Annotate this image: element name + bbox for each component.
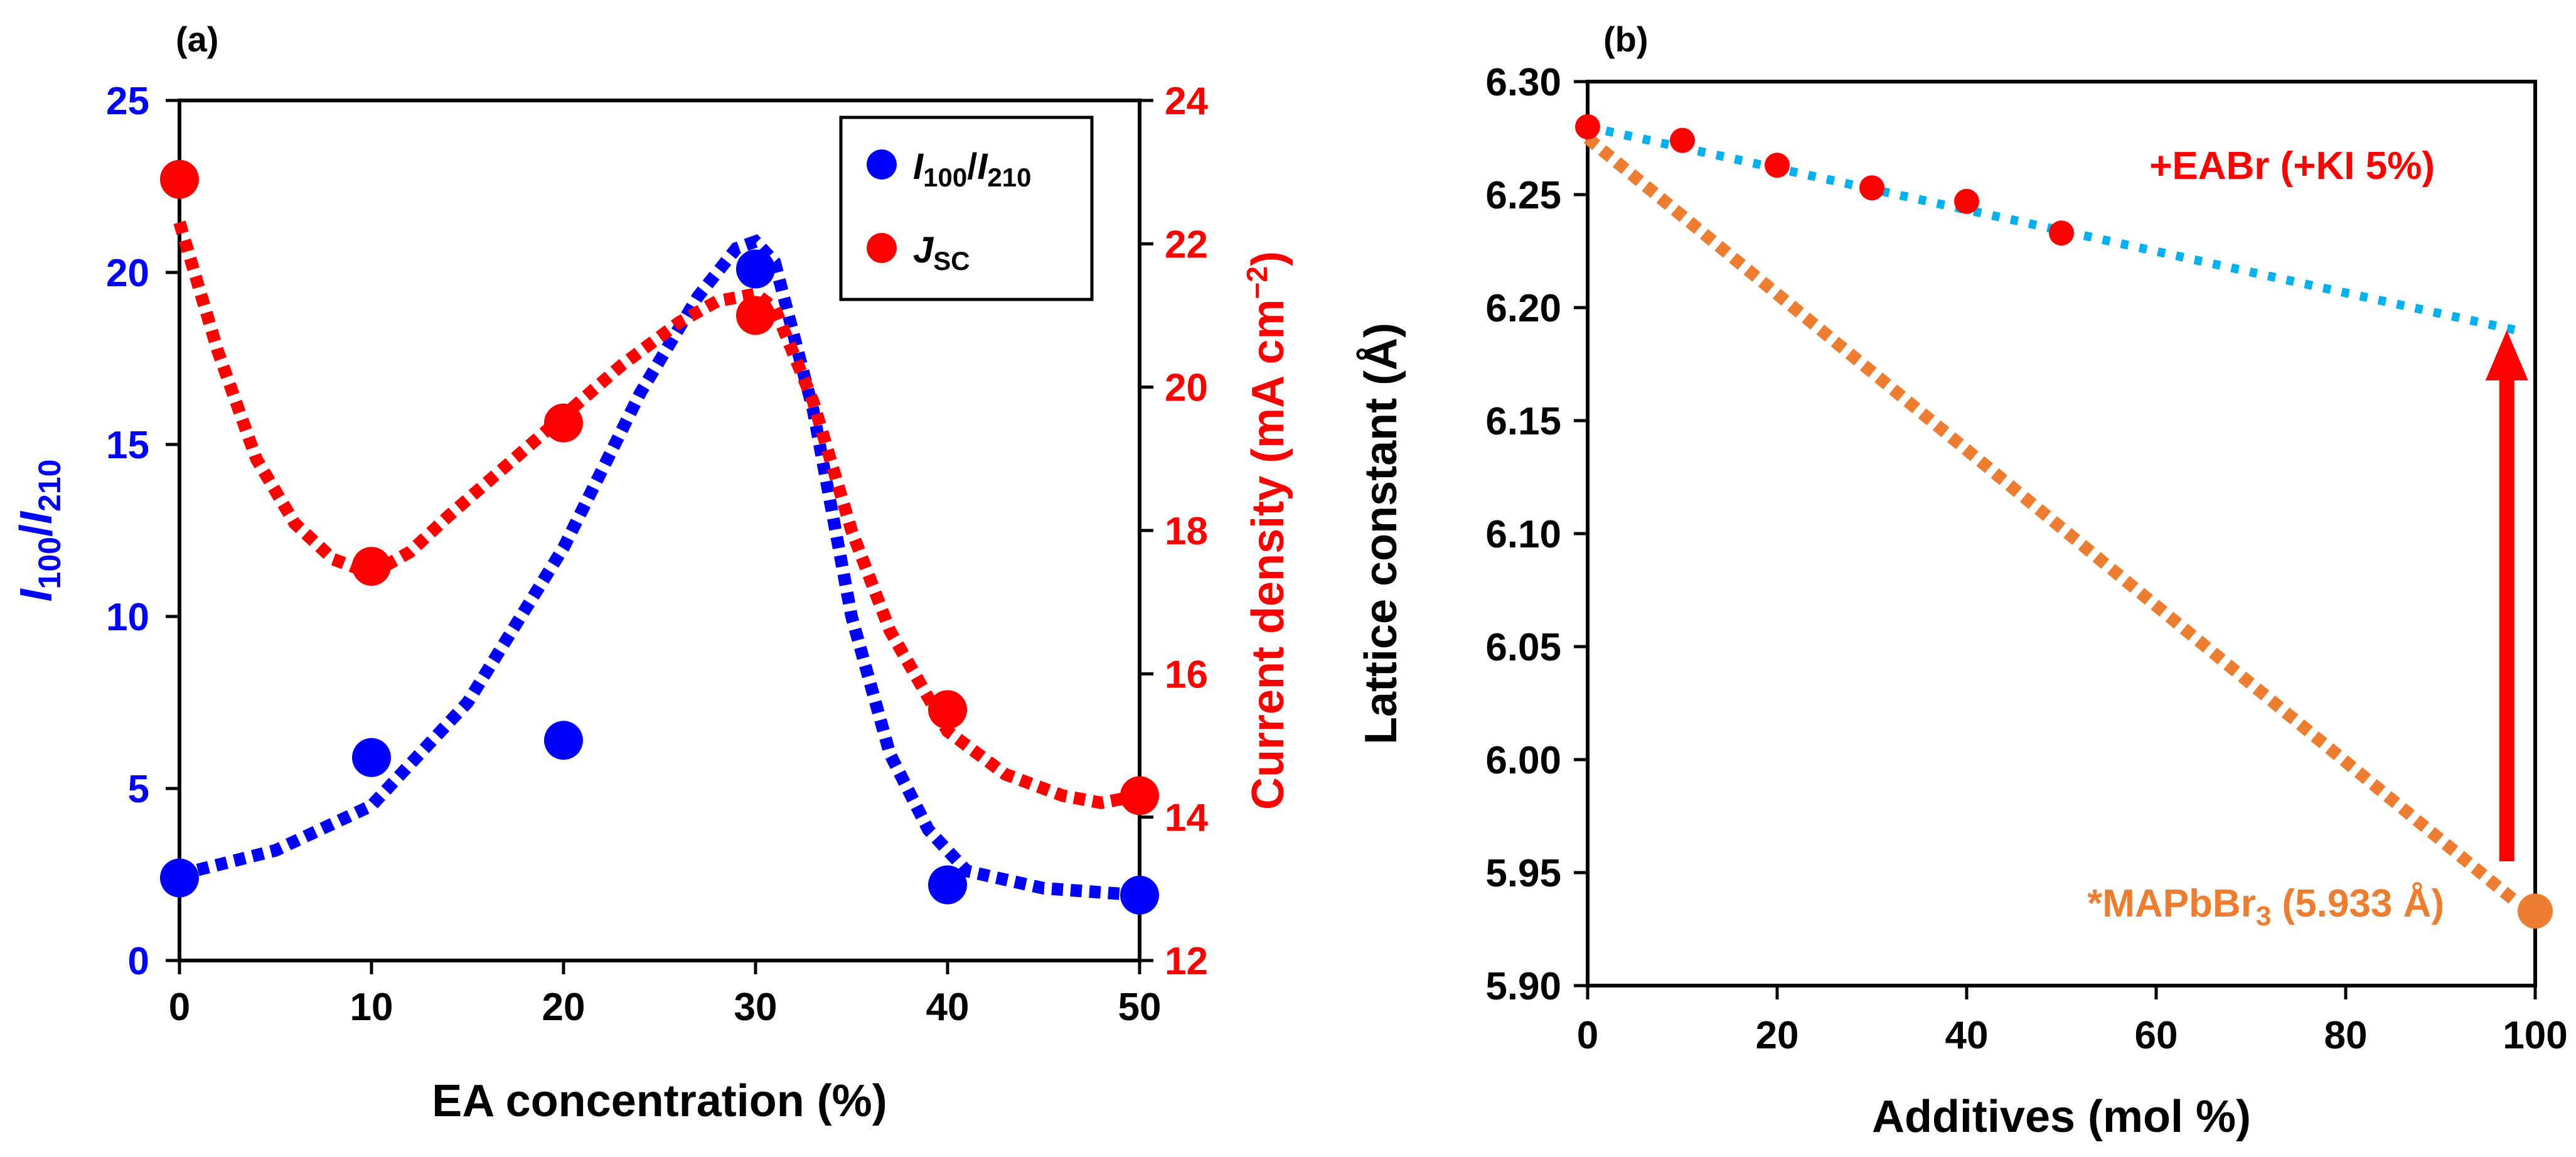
data-point-ratio [544, 721, 583, 760]
x-tick-label: 100 [2503, 1014, 2567, 1057]
data-point-jsc [928, 690, 967, 729]
right-y-tick-label: 22 [1165, 223, 1208, 266]
data-point-ratio [352, 738, 391, 777]
panel-a-data-points [160, 159, 1159, 915]
left-y-tick-label: 25 [106, 80, 149, 123]
x-tick-label: 20 [1756, 1014, 1799, 1057]
panel-b-y-axis-title: Lattice constant (Å) [1356, 323, 1406, 745]
data-point-ratio [928, 865, 967, 905]
y-tick-label: 6.00 [1485, 739, 1561, 782]
x-tick-label: 0 [1577, 1014, 1598, 1057]
y-tick-label: 5.95 [1485, 852, 1561, 895]
trend-line-mapbbr3 [1583, 133, 2521, 907]
legend-marker-ratio [867, 149, 897, 180]
data-point-ratio [160, 858, 199, 898]
legend-label-jsc: JSC [913, 230, 970, 276]
data-point-jsc [160, 159, 199, 199]
panel-b-label: (b) [1603, 19, 1649, 59]
left-y-tick-label: 0 [128, 940, 149, 983]
x-tick-label: 60 [2135, 1014, 2178, 1057]
data-point-eabr [1859, 175, 1884, 201]
data-point-eabr [2049, 220, 2074, 246]
panel-b-y-ticks: 5.90 5.95 6.00 6.05 6.10 6.15 6.20 6.25 6.30 [1485, 61, 1588, 1008]
y-tick-label: 6.15 [1485, 400, 1561, 443]
y-tick-label: 6.10 [1485, 513, 1561, 556]
data-point-ratio [1120, 875, 1159, 915]
panel-a-trend-lines [173, 220, 1141, 901]
x-tick-label: 40 [1945, 1014, 1989, 1057]
right-y-tick-label: 18 [1165, 510, 1208, 553]
right-y-tick-label: 12 [1165, 940, 1208, 983]
data-point-jsc [544, 403, 583, 443]
x-tick-label: 10 [350, 986, 393, 1029]
y-tick-label: 6.05 [1485, 626, 1561, 669]
data-point-ratio [736, 249, 775, 289]
y-tick-label: 6.25 [1485, 174, 1561, 217]
right-y-tick-label: 16 [1165, 653, 1208, 696]
x-tick-label: 20 [542, 986, 585, 1029]
panel-b: (b) 0 20 40 60 80 100 5.90 5.95 6.00 6.05 6.10 6.1… [1356, 19, 2568, 1142]
panel-a-left-y-ticks: 0 5 10 15 20 25 [106, 80, 179, 983]
left-y-tick-label: 20 [106, 252, 149, 295]
legend-marker-jsc [867, 233, 897, 263]
data-point-eabr [1670, 127, 1695, 153]
x-tick-label: 30 [734, 986, 778, 1029]
x-tick-label: 40 [926, 986, 970, 1029]
left-y-tick-label: 5 [128, 768, 149, 811]
arrow-head [2485, 330, 2528, 380]
panel-a-legend: I100/I210 JSC [839, 116, 1094, 301]
right-y-tick-label: 20 [1165, 367, 1208, 410]
legend-label-ratio: I100/I210 [913, 146, 1032, 192]
data-point-mapbbr3 [2518, 893, 2553, 929]
right-y-tick-label: 24 [1165, 80, 1208, 123]
x-tick-label: 80 [2324, 1014, 2368, 1057]
y-tick-label: 6.20 [1485, 287, 1561, 330]
panel-a: (a) 0 10 20 30 40 50 0 5 10 15 20 25 12 14 16 18 20 22 2… [11, 19, 1293, 1126]
data-point-eabr [1954, 188, 1979, 214]
panel-a-x-axis-title: EA concentration (%) [432, 1076, 887, 1126]
panel-b-x-axis-title: Additives (mol %) [1872, 1092, 2251, 1142]
y-tick-label: 5.90 [1485, 965, 1561, 1008]
data-point-eabr [1765, 153, 1790, 178]
trend-line-ratio [178, 234, 1140, 901]
panel-b-data-points [1575, 114, 2553, 929]
panel-a-right-y-ticks: 12 14 16 18 20 22 24 [1140, 80, 1208, 983]
data-point-jsc [736, 296, 775, 335]
panel-a-label: (a) [176, 19, 218, 59]
x-tick-label: 50 [1118, 986, 1162, 1029]
panel-b-x-ticks: 0 20 40 60 80 100 [1577, 986, 2568, 1057]
annotation-eabr: +EABr (+KI 5%) [2149, 144, 2435, 188]
left-y-tick-label: 15 [106, 424, 149, 467]
panel-a-right-y-axis-title: Current density (mA cm−2) [1241, 251, 1293, 810]
data-point-jsc [352, 547, 391, 586]
panel-a-left-y-axis-title: I100/I210 [11, 460, 67, 602]
panel-b-arrow [2485, 330, 2528, 861]
panel-a-x-ticks: 0 10 20 30 40 50 [169, 961, 1162, 1029]
x-tick-label: 0 [169, 986, 190, 1029]
legend-box [839, 116, 1094, 301]
trend-line-jsc [173, 220, 1141, 809]
annotation-mapbbr3: *MAPbBr3 (5.933 Å) [2087, 882, 2444, 932]
data-point-eabr [1575, 114, 1600, 139]
data-point-jsc [1120, 776, 1159, 815]
y-tick-label: 6.30 [1485, 61, 1561, 104]
right-y-tick-label: 14 [1165, 797, 1208, 840]
left-y-tick-label: 10 [106, 596, 149, 639]
